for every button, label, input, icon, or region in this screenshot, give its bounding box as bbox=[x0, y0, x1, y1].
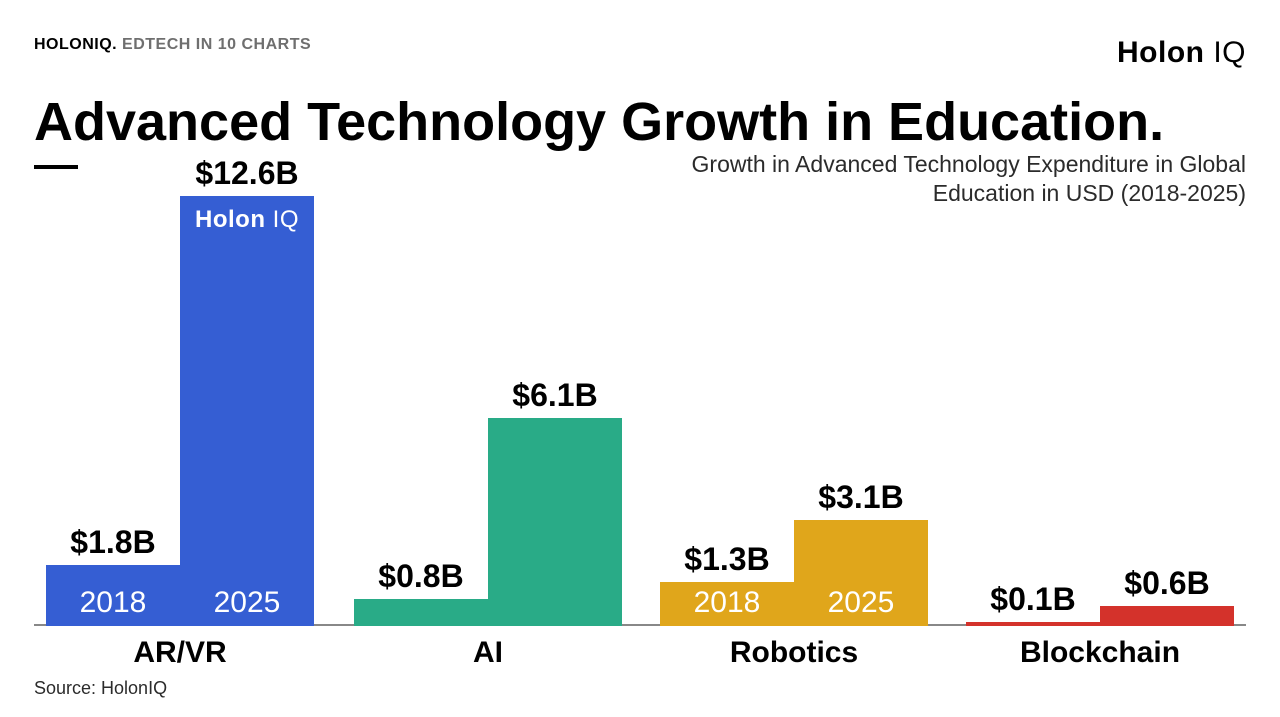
source-text: Source: HolonIQ bbox=[34, 678, 167, 699]
bar: $0.6B bbox=[1100, 606, 1234, 626]
bar-year-label: 2018 bbox=[46, 586, 180, 620]
bar-value-label: $3.1B bbox=[794, 479, 928, 516]
category-label: AR/VR bbox=[46, 636, 314, 670]
bar-value-label: $6.1B bbox=[488, 377, 622, 414]
bar-year-label: 2018 bbox=[660, 586, 794, 620]
bar-value-label: $12.6B bbox=[180, 155, 314, 192]
category-label: Robotics bbox=[660, 636, 928, 670]
bar-group: $0.1B$0.6BBlockchain bbox=[966, 196, 1234, 626]
kicker-brand: HOLONIQ. bbox=[34, 36, 117, 53]
bar-year-label: 2025 bbox=[180, 586, 314, 620]
bar-value-label: $1.3B bbox=[660, 541, 794, 578]
page-title: Advanced Technology Growth in Education. bbox=[34, 94, 1246, 151]
bar-pair: $0.8B$6.1B bbox=[354, 196, 622, 626]
category-label: Blockchain bbox=[966, 636, 1234, 670]
bar-value-label: $0.6B bbox=[1100, 565, 1234, 602]
bar-group: $0.8B$6.1BAI bbox=[354, 196, 622, 626]
category-label: AI bbox=[354, 636, 622, 670]
bar-value-label: $0.1B bbox=[966, 581, 1100, 618]
bar-chart: $1.8B2018$12.6B2025Holon IQAR/VR$0.8B$6.… bbox=[34, 196, 1246, 626]
bar-group: $1.8B2018$12.6B2025Holon IQAR/VR bbox=[46, 196, 314, 626]
bar-value-label: $1.8B bbox=[46, 524, 180, 561]
brand-logo: Holon IQ bbox=[1117, 36, 1246, 70]
bar: $12.6B2025Holon IQ bbox=[180, 196, 314, 626]
infographic-page: HOLONIQ. EDTECH IN 10 CHARTS Holon IQ Ad… bbox=[0, 0, 1280, 717]
bar: $3.1B2025 bbox=[794, 520, 928, 626]
bar: $6.1B bbox=[488, 418, 622, 626]
bar: $1.8B2018 bbox=[46, 565, 180, 626]
bar-group: $1.3B2018$3.1B2025Robotics bbox=[660, 196, 928, 626]
kicker: HOLONIQ. EDTECH IN 10 CHARTS bbox=[34, 36, 311, 54]
kicker-rest: EDTECH IN 10 CHARTS bbox=[117, 36, 311, 53]
bar-value-label: $0.8B bbox=[354, 558, 488, 595]
bar-pair: $1.8B2018$12.6B2025Holon IQ bbox=[46, 196, 314, 626]
bar-year-label: 2025 bbox=[794, 586, 928, 620]
bar: $0.8B bbox=[354, 599, 488, 626]
logo-light: IQ bbox=[1204, 36, 1246, 69]
bar: $0.1B bbox=[966, 622, 1100, 626]
bar-watermark-logo: Holon IQ bbox=[180, 206, 314, 234]
bar-pair: $1.3B2018$3.1B2025 bbox=[660, 196, 928, 626]
bar-pair: $0.1B$0.6B bbox=[966, 196, 1234, 626]
bar: $1.3B2018 bbox=[660, 582, 794, 626]
title-accent bbox=[34, 165, 78, 169]
header-row: HOLONIQ. EDTECH IN 10 CHARTS Holon IQ bbox=[34, 36, 1246, 70]
logo-bold: Holon bbox=[1117, 36, 1204, 69]
